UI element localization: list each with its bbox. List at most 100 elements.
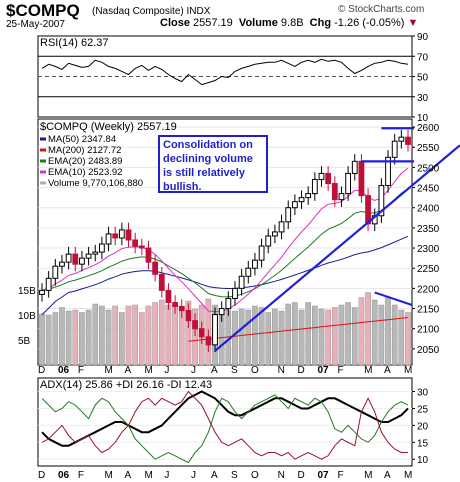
volume-bar	[105, 309, 112, 366]
volume-bar	[405, 312, 411, 366]
month-label: 07	[317, 365, 329, 376]
volume-bar	[278, 310, 285, 366]
volume-axis-label: 5B	[18, 336, 31, 347]
candle-body	[198, 328, 205, 338]
volume-bar	[292, 302, 298, 366]
candle-body	[39, 289, 45, 295]
candle-body	[65, 253, 72, 263]
candle-body	[358, 160, 365, 197]
candle-body	[132, 239, 139, 247]
adx-series-line-minus-di	[41, 390, 408, 460]
adx-axis-tick-label: 25	[417, 404, 429, 415]
candle-body	[265, 235, 272, 247]
month-label: O	[251, 365, 259, 376]
legend-entry: MA(200) 2127.72	[48, 145, 121, 156]
volume-bar	[39, 313, 45, 366]
candle-body	[298, 197, 305, 203]
volume-bar	[112, 305, 118, 366]
volume-trend-line	[374, 291, 413, 306]
candle-body	[192, 320, 198, 330]
adx-axis-tick-label: 10	[417, 455, 429, 466]
volume-bar	[145, 305, 152, 366]
price-axis-tick-label: 2100	[417, 325, 440, 336]
month-label: A	[384, 365, 391, 376]
change-value: -1.26 (-0.05%)	[334, 17, 405, 29]
volume-bar	[232, 310, 238, 366]
candle-body	[85, 253, 92, 259]
adx-month-label: M	[105, 470, 113, 481]
rsi-line	[41, 58, 409, 86]
volume-bar	[312, 305, 318, 366]
rsi-title: RSI(14) 62.37	[40, 37, 108, 49]
candle-body	[305, 193, 312, 199]
month-label: J	[191, 365, 196, 376]
symbol-description: (Nasdaq Composite) INDX	[92, 6, 210, 17]
candle-body	[205, 336, 212, 346]
candle-body	[318, 172, 325, 180]
adx-pane-frame	[37, 377, 413, 467]
price-axis-tick-label: 2250	[417, 264, 440, 275]
adx-month-label: D	[38, 470, 45, 481]
candle-body	[398, 136, 405, 142]
candle-body	[338, 193, 345, 201]
candle-body	[252, 259, 258, 269]
volume-bar	[332, 307, 338, 366]
price-axis-tick-label: 2450	[417, 184, 440, 195]
volume-value: 9.8B	[280, 17, 304, 29]
adx-month-label: A	[384, 470, 391, 481]
candle-body	[225, 297, 232, 310]
volume-bar	[238, 308, 245, 366]
candle-body	[92, 251, 99, 255]
volume-bar	[185, 300, 192, 366]
volume-bar	[59, 307, 65, 366]
legend-entry: EMA(20) 2483.89	[48, 156, 122, 167]
candle-body	[378, 185, 385, 217]
candle-body	[238, 275, 245, 289]
quote-date: 25-May-2007	[6, 19, 65, 30]
adx-month-label: F	[337, 470, 343, 481]
candle-body	[138, 245, 145, 249]
volume-label: Volume	[238, 17, 278, 29]
adx-axis-tick-label: 30	[417, 388, 429, 399]
volume-bar	[99, 305, 105, 366]
adx-series-line-adx	[41, 390, 409, 447]
price-axis-tick-label: 2200	[417, 284, 440, 295]
adx-month-label: F	[78, 470, 84, 481]
candle-body	[245, 267, 252, 277]
month-label: D	[38, 365, 45, 376]
volume-bar	[52, 312, 59, 366]
candle-body	[118, 229, 125, 239]
adx-month-label: M	[364, 470, 372, 481]
volume-bar	[45, 314, 52, 366]
close-value: 2557.19	[193, 17, 233, 29]
candle-body	[218, 308, 225, 316]
adx-month-label: O	[251, 470, 259, 481]
candle-body	[52, 265, 59, 279]
candle-body	[172, 301, 178, 308]
candle-body	[385, 156, 391, 187]
price-axis-tick-label: 2400	[417, 204, 440, 215]
volume-bar	[365, 292, 371, 366]
volume-axis-label: 15B	[18, 286, 36, 297]
price-axis-tick-label: 2150	[417, 305, 440, 316]
volume-bar	[305, 302, 311, 366]
legend-entry: Volume 9,770,106,880	[48, 178, 143, 189]
month-label: D	[298, 365, 305, 376]
down-arrow-icon: ▼	[407, 17, 419, 29]
candle-body	[98, 243, 105, 253]
uptrend-line	[214, 144, 460, 352]
volume-bar	[79, 312, 85, 366]
volume-bar	[272, 308, 278, 366]
candle-body	[165, 289, 172, 303]
adx-month-label: D	[298, 470, 305, 481]
month-label: 06	[58, 365, 70, 376]
annotation-callout: Consolidation on declining volume is sti…	[158, 135, 268, 193]
volume-axis-label: 10B	[18, 311, 36, 322]
volume-bar	[165, 304, 172, 366]
volume-bar	[139, 312, 145, 366]
volume-bar	[398, 309, 405, 366]
volume-bar	[345, 302, 351, 366]
adx-month-label: M	[144, 470, 152, 481]
